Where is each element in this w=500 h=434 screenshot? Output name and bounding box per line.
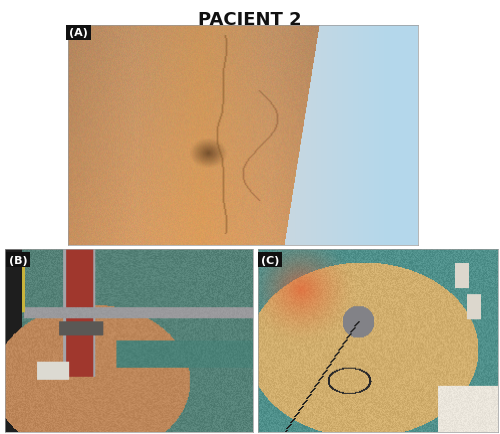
Text: (C): (C) [261, 255, 280, 265]
Text: (B): (B) [8, 255, 28, 265]
Text: PACIENT 2: PACIENT 2 [198, 11, 302, 29]
Text: (A): (A) [69, 28, 88, 38]
